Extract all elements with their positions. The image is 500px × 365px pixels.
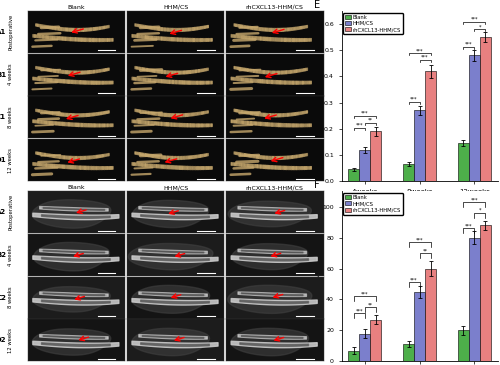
Bar <box>348 169 359 181</box>
Y-axis label: 4 weeks: 4 weeks <box>8 244 14 266</box>
Y-axis label: 8 weeks: 8 weeks <box>8 107 14 128</box>
Y-axis label: New bone cover ratio  (%): New bone cover ratio (%) <box>316 235 321 318</box>
Y-axis label: Postoperative: Postoperative <box>8 194 14 230</box>
Text: ***: *** <box>361 111 368 116</box>
Polygon shape <box>32 200 111 228</box>
Polygon shape <box>132 200 208 228</box>
Bar <box>403 164 414 181</box>
Polygon shape <box>128 243 213 270</box>
Bar <box>348 350 359 361</box>
Text: ***: *** <box>470 197 478 202</box>
Text: ***: *** <box>470 17 478 22</box>
Bar <box>359 334 370 361</box>
Text: **: ** <box>368 302 372 307</box>
Bar <box>458 330 469 361</box>
Bar <box>425 269 436 361</box>
Title: HHM∕CS: HHM∕CS <box>163 185 188 190</box>
Bar <box>480 225 491 361</box>
Bar <box>458 143 469 181</box>
Bar <box>414 110 425 181</box>
Legend: Blank, HHM∕CS, rhCXCL13-HHM∕CS: Blank, HHM∕CS, rhCXCL13-HHM∕CS <box>343 193 403 215</box>
Bar <box>359 150 370 181</box>
Bar <box>414 292 425 361</box>
Text: *: * <box>478 208 481 213</box>
Text: E: E <box>314 0 320 10</box>
Bar <box>480 37 491 181</box>
Text: D1: D1 <box>0 157 6 163</box>
Text: ***: *** <box>356 123 363 128</box>
Text: ***: *** <box>465 223 472 228</box>
Title: rhCXCL13-HHM∕CS: rhCXCL13-HHM∕CS <box>246 5 304 10</box>
Bar <box>403 344 414 361</box>
Bar <box>469 55 480 181</box>
Legend: Blank, HHM∕CS, rhCXCL13-HHM∕CS: Blank, HHM∕CS, rhCXCL13-HHM∕CS <box>343 12 403 34</box>
Y-axis label: 12 weeks: 12 weeks <box>8 147 14 173</box>
Polygon shape <box>231 328 308 356</box>
Polygon shape <box>34 242 110 271</box>
Text: ***: *** <box>410 277 418 283</box>
Text: C1: C1 <box>0 114 6 120</box>
Bar <box>469 238 480 361</box>
Y-axis label: New bone area  (cm2): New bone area (cm2) <box>318 61 322 131</box>
Text: ***: *** <box>416 48 424 53</box>
Text: ***: *** <box>422 55 429 60</box>
Text: A2: A2 <box>0 209 6 215</box>
Bar <box>370 320 381 361</box>
Text: C2: C2 <box>0 295 6 301</box>
Text: **: ** <box>422 248 428 253</box>
Bar <box>425 71 436 181</box>
Text: ***: *** <box>410 97 418 102</box>
Text: B2: B2 <box>0 252 6 258</box>
Polygon shape <box>132 328 210 356</box>
Text: ***: *** <box>416 237 424 242</box>
Text: D2: D2 <box>0 337 6 343</box>
Polygon shape <box>228 285 312 314</box>
Title: Blank: Blank <box>68 5 85 10</box>
Polygon shape <box>32 287 110 312</box>
Text: ***: *** <box>465 42 472 47</box>
Text: F: F <box>314 180 319 191</box>
Y-axis label: 8 weeks: 8 weeks <box>8 287 14 308</box>
Y-axis label: 12 weeks: 12 weeks <box>8 328 14 353</box>
Text: ***: *** <box>356 308 363 314</box>
Polygon shape <box>232 244 308 270</box>
Y-axis label: Postoperative: Postoperative <box>8 14 14 50</box>
Bar <box>370 131 381 181</box>
Title: Blank: Blank <box>68 185 85 190</box>
Text: **: ** <box>368 118 372 123</box>
Title: HHM∕CS: HHM∕CS <box>163 5 188 10</box>
Polygon shape <box>132 285 210 313</box>
Text: ***: *** <box>361 291 368 296</box>
Polygon shape <box>32 329 110 355</box>
Text: A1: A1 <box>0 29 6 35</box>
Text: B1: B1 <box>0 72 6 78</box>
Y-axis label: 4 weeks: 4 weeks <box>8 64 14 85</box>
Polygon shape <box>228 201 312 227</box>
Title: rhCXCL13-HHM∕CS: rhCXCL13-HHM∕CS <box>246 185 304 190</box>
Text: *: * <box>478 24 481 29</box>
